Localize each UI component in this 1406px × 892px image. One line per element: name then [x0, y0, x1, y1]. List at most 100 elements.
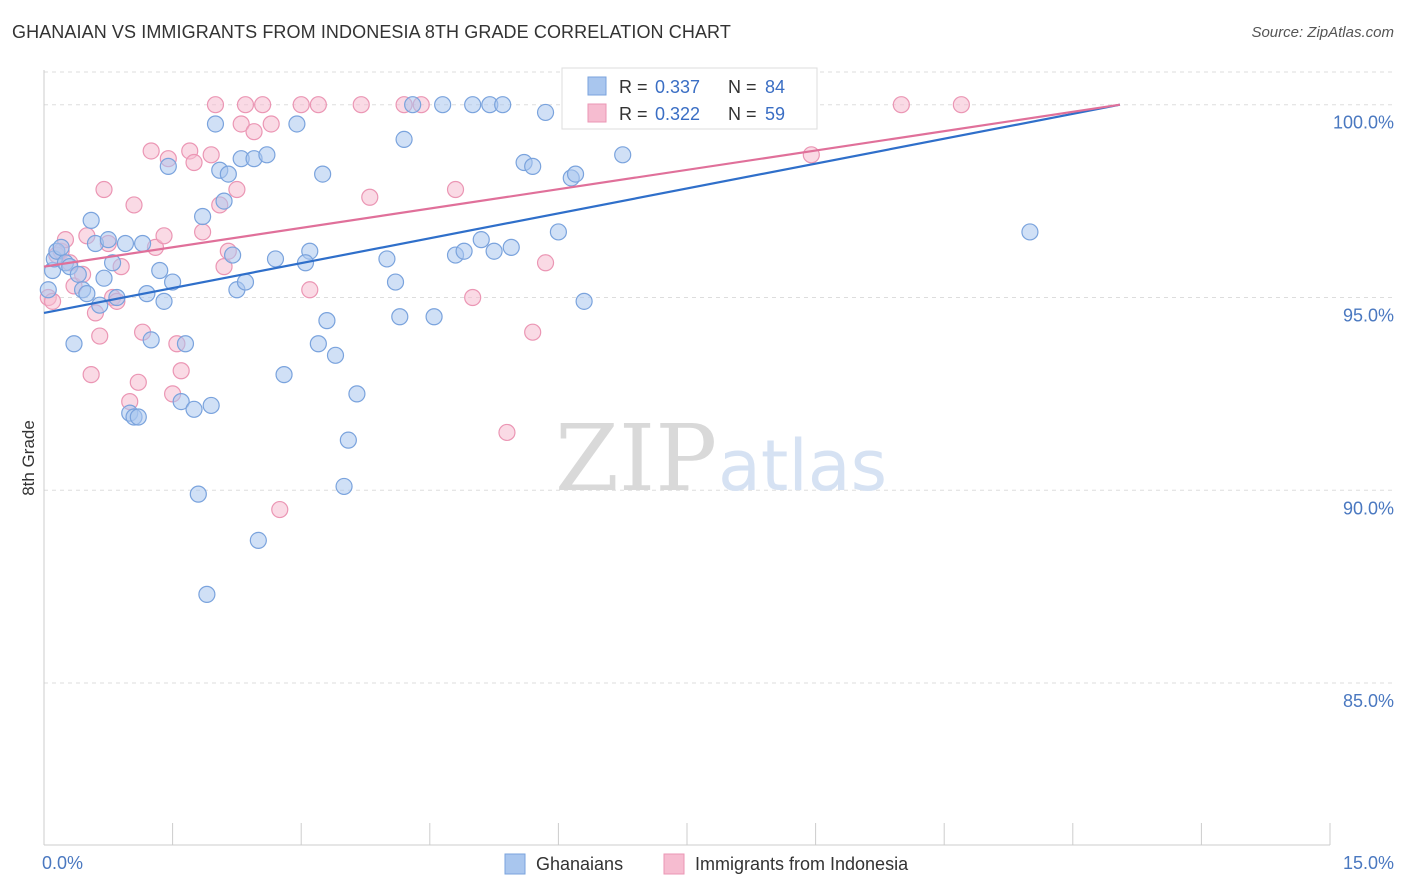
legend-r-label-0: R =	[619, 77, 653, 97]
ghanaians-point-49	[326, 346, 345, 364]
ghanaians-point-28	[185, 400, 203, 418]
bottom-legend: Ghanaians Immigrants from Indonesia	[504, 853, 909, 875]
indonesia-point-57	[892, 96, 910, 114]
ghanaians-point-41	[258, 146, 276, 164]
ghanaians-point-23	[155, 292, 173, 310]
ghanaians-point-22	[151, 261, 169, 280]
ghanaians-point-65	[494, 96, 512, 114]
ghanaians-point-78	[95, 269, 113, 287]
ghanaians-point-75	[614, 146, 632, 164]
ghanaians-point-40	[249, 531, 267, 549]
bottom-legend-swatch-indonesia	[663, 853, 685, 875]
ghanaians-point-25	[164, 273, 182, 291]
indonesia-point-50	[446, 180, 465, 199]
indonesia-point-40	[254, 96, 272, 114]
ghanaians-point-21	[142, 331, 160, 349]
ghanaians-point-52	[348, 385, 366, 403]
indonesia-point-12	[95, 180, 113, 199]
ghanaians-point-51	[339, 431, 357, 449]
indonesia-point-41	[262, 115, 280, 133]
ghanaians-point-77	[198, 585, 216, 603]
indonesia-point-44	[301, 281, 319, 299]
x-ticks	[43, 823, 1331, 845]
ghanaians-point-30	[194, 207, 212, 226]
ghanaians-point-26	[172, 392, 190, 411]
indonesia-point-42	[271, 500, 289, 519]
legend-r-value-0: 0.337	[655, 77, 700, 97]
indonesia-point-9	[82, 366, 100, 384]
trend-lines	[43, 103, 1121, 314]
ghanaians-point-24	[159, 157, 177, 175]
indonesia-point-11	[91, 327, 109, 345]
legend-swatch-ghanaians	[587, 76, 607, 96]
ghanaians-point-66	[502, 238, 520, 256]
ghanaians-point-38	[236, 273, 255, 291]
indonesia-point-30	[194, 223, 212, 241]
y-tick-label-2: 90.0%	[1343, 498, 1394, 518]
indonesia-point-54	[536, 254, 555, 272]
y-tick-label-1: 95.0%	[1343, 305, 1394, 325]
ghanaians-point-56	[404, 96, 422, 114]
indonesia-point-46	[352, 96, 370, 114]
ghanaians-point-32	[206, 115, 225, 133]
indonesia-point-31	[202, 146, 220, 164]
ghanaians-point-64	[485, 242, 503, 260]
x-tick-label-left: 0.0%	[42, 853, 83, 873]
y-tick-labels: 100.0% 95.0% 90.0% 85.0%	[1333, 113, 1394, 711]
ghanaians-point-29	[189, 485, 207, 503]
indonesia-point-39	[245, 123, 263, 141]
trend-line-indonesia	[43, 103, 1121, 268]
series-ghanaians-points	[39, 96, 1039, 603]
ghanaians-point-14	[103, 254, 122, 272]
watermark-zip: ZIP	[555, 405, 717, 512]
indonesia-point-52	[498, 423, 516, 442]
ghanaians-point-61	[464, 96, 482, 114]
ghanaians-point-69	[536, 103, 555, 122]
ghanaians-point-34	[215, 192, 233, 210]
legend-swatch-indonesia	[587, 103, 607, 123]
legend-box: R = 0.337 N = 84 R = 0.322 N = 59	[561, 67, 818, 130]
indonesia-point-51	[464, 288, 482, 307]
ghanaians-point-46	[309, 335, 327, 353]
indonesia-point-27	[172, 362, 190, 380]
indonesia-point-36	[228, 180, 246, 199]
x-tick-label-right: 15.0%	[1343, 853, 1394, 873]
ghanaians-point-72	[566, 165, 585, 183]
ghanaians-point-4	[52, 238, 70, 256]
ghanaians-point-48	[318, 312, 336, 330]
y-axis-label: 8th Grade	[19, 420, 38, 496]
legend-r-label-1: R =	[619, 104, 653, 124]
indonesia-point-43	[292, 96, 310, 114]
ghanaians-point-13	[99, 231, 117, 249]
ghanaians-point-0	[39, 281, 57, 299]
ghanaians-point-82	[78, 285, 96, 303]
y-tick-label-0: 100.0%	[1333, 113, 1394, 133]
ghanaians-point-60	[455, 242, 473, 260]
indonesia-point-23	[155, 227, 173, 245]
indonesia-point-53	[524, 323, 542, 341]
ghanaians-point-54	[391, 308, 409, 326]
indonesia-point-21	[142, 142, 160, 160]
ghanaians-point-35	[224, 246, 242, 264]
ghanaians-point-55	[395, 130, 413, 149]
ghanaians-point-47	[314, 165, 332, 183]
ghanaians-point-79	[133, 234, 152, 253]
ghanaians-point-80	[219, 165, 237, 183]
indonesia-point-29	[185, 153, 203, 172]
indonesia-point-47	[361, 188, 379, 206]
y-tick-label-3: 85.0%	[1343, 691, 1394, 711]
legend-n-value-1: 59	[765, 104, 785, 124]
watermark: ZIP atlas	[555, 405, 887, 512]
ghanaians-point-8	[69, 265, 87, 283]
indonesia-point-45	[309, 96, 327, 114]
ghanaians-point-50	[335, 477, 353, 496]
indonesia-point-38	[236, 96, 255, 114]
ghanaians-point-73	[575, 292, 593, 310]
ghanaians-point-53	[386, 273, 405, 291]
ghanaians-point-62	[472, 231, 490, 249]
indonesia-point-32	[206, 96, 225, 114]
ghanaians-point-70	[549, 223, 568, 241]
bottom-legend-swatch-ghanaians	[504, 853, 526, 875]
ghanaians-point-10	[82, 211, 100, 229]
